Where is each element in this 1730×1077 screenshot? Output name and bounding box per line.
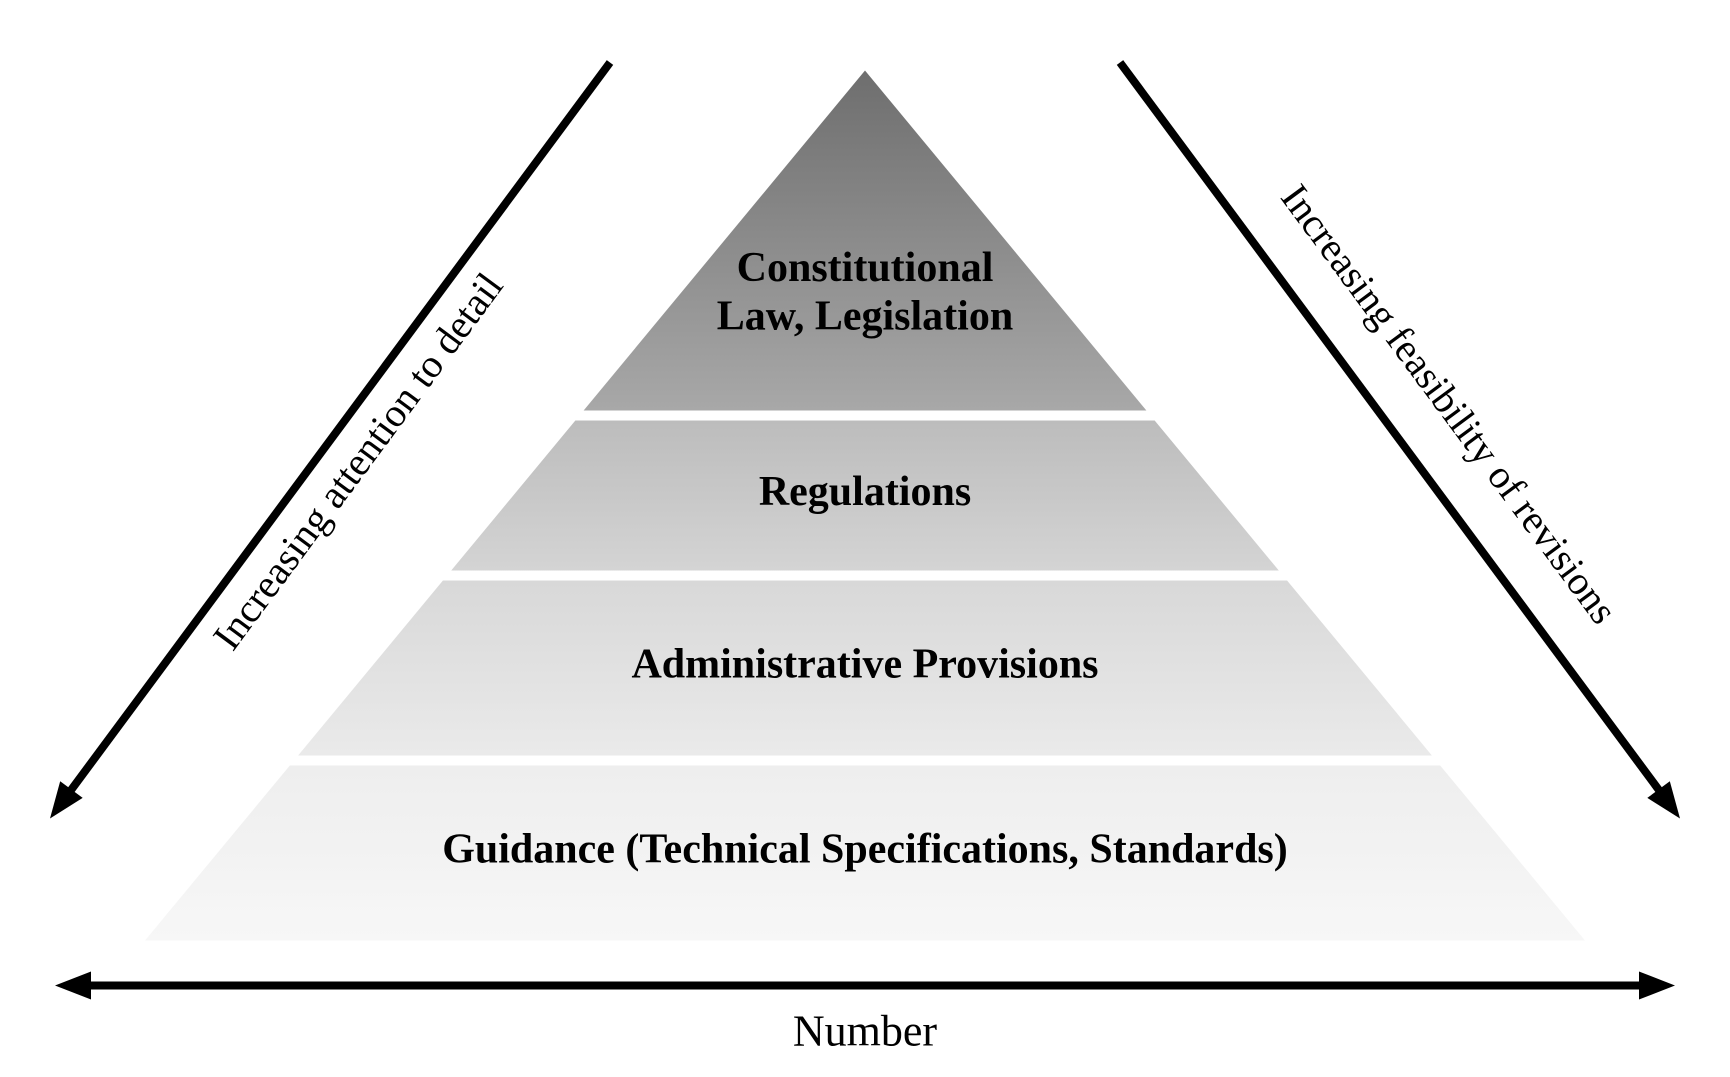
pyramid: ConstitutionalLaw, Legislation Regulation… bbox=[145, 70, 1585, 940]
diagram-svg: ConstitutionalLaw, Legislation Regulation… bbox=[0, 0, 1730, 1077]
bottom-arrow-label: Number bbox=[793, 1006, 938, 1055]
regulatory-pyramid-diagram: ConstitutionalLaw, Legislation Regulation… bbox=[0, 0, 1730, 1077]
right-arrow-label: Increasing feasibility of revisions bbox=[1272, 175, 1626, 631]
pyramid-level-3-label: Administrative Provisions bbox=[631, 641, 1098, 687]
pyramid-level-1-label: Constitutional bbox=[737, 244, 994, 290]
pyramid-level-2-label: Regulations bbox=[759, 469, 971, 515]
pyramid-level-1-label: Law, Legislation bbox=[717, 293, 1013, 339]
arrow-part-6 bbox=[55, 971, 91, 999]
arrow-part-5 bbox=[1639, 971, 1675, 999]
pyramid-level-1 bbox=[584, 70, 1147, 410]
pyramid-level-4-label: Guidance (Technical Specifications, Stan… bbox=[442, 826, 1288, 872]
